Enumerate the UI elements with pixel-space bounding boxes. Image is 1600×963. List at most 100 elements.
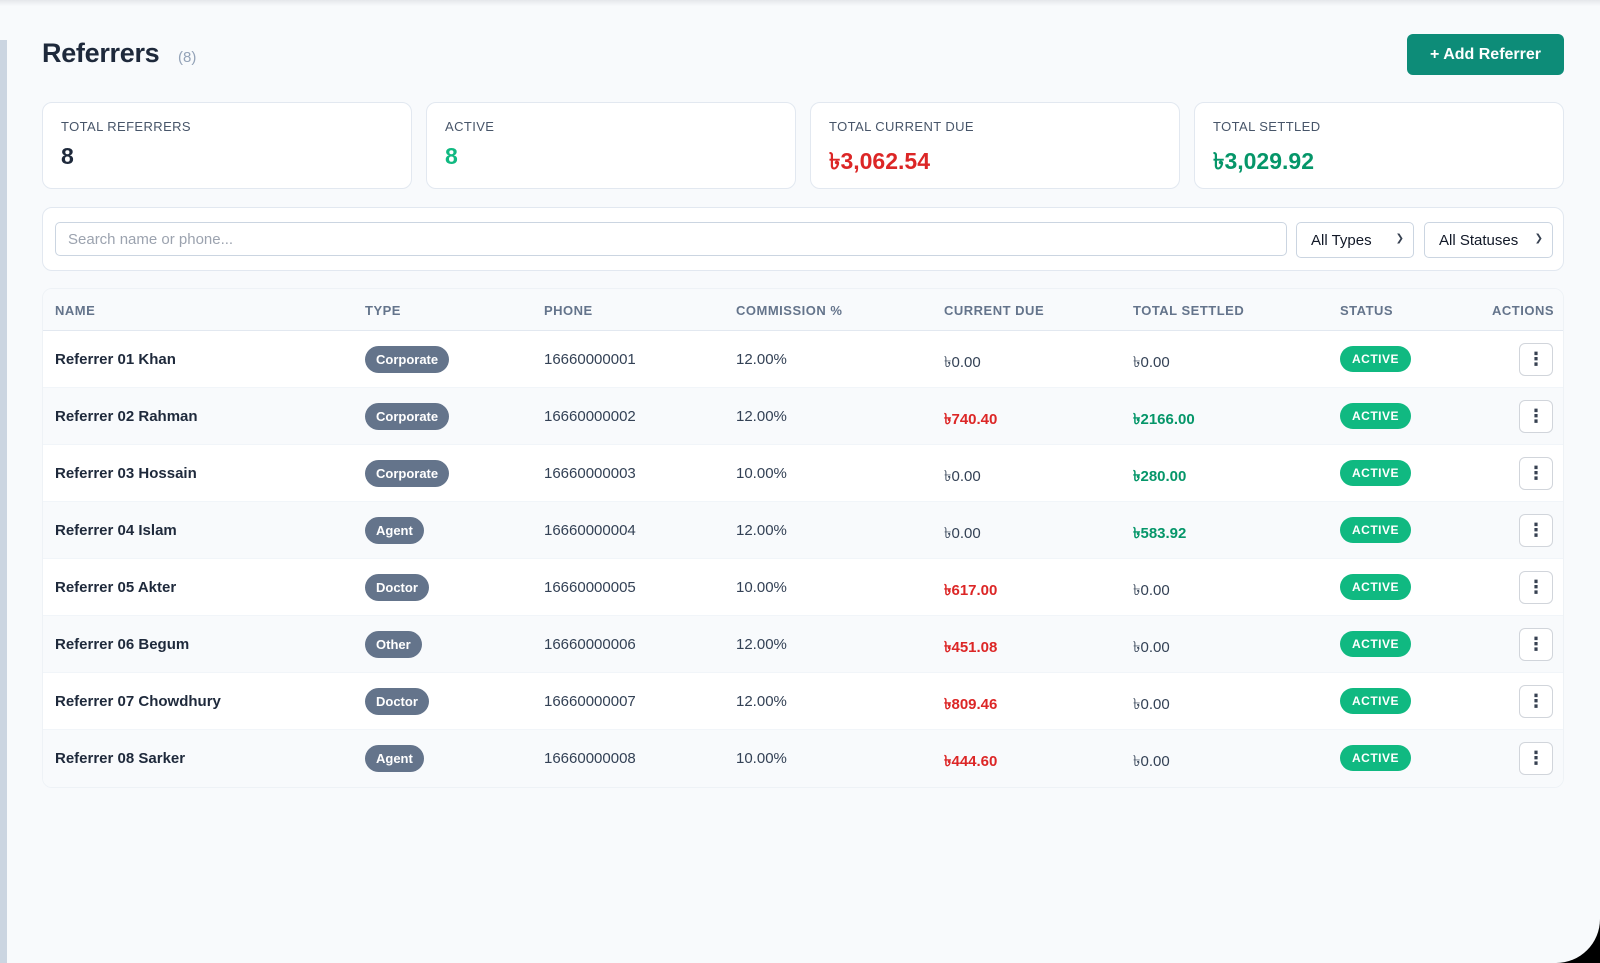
table-header: NAME TYPE PHONE COMMISSION % CURRENT DUE… xyxy=(43,289,1563,331)
stats-row: TOTAL REFERRERS 8 ACTIVE 8 TOTAL CURRENT… xyxy=(42,102,1564,189)
row-actions-button[interactable]: ⋮ xyxy=(1519,571,1553,604)
table-row[interactable]: Referrer 03 Hossain Corporate 16660000003 1… xyxy=(43,445,1563,502)
row-actions-button[interactable]: ⋮ xyxy=(1519,343,1553,376)
referrer-name[interactable]: Referrer 03 Hossain xyxy=(55,465,197,482)
total-settled-value: ৳583.92 xyxy=(1133,525,1187,542)
current-due-value: ৳0.00 xyxy=(944,468,981,485)
column-header-commission[interactable]: COMMISSION % xyxy=(736,303,843,318)
referrer-name[interactable]: Referrer 05 Akter xyxy=(55,579,177,596)
referrers-table: NAME TYPE PHONE COMMISSION % CURRENT DUE… xyxy=(42,288,1564,788)
current-due-value: ৳809.46 xyxy=(944,696,998,713)
filter-bar: All Types ❯ All Statuses ❯ xyxy=(42,207,1564,271)
current-due-value: ৳0.00 xyxy=(944,525,981,542)
stat-value: ৳3,062.54 xyxy=(829,148,930,174)
current-due-value: ৳617.00 xyxy=(944,582,998,599)
commission-value: 10.00% xyxy=(736,750,787,767)
type-badge: Corporate xyxy=(365,403,450,430)
referrer-name[interactable]: Referrer 08 Sarker xyxy=(55,750,186,767)
more-vertical-icon: ⋮ xyxy=(1527,406,1545,426)
stat-active: ACTIVE 8 xyxy=(426,102,796,189)
table-body: Referrer 01 Khan Corporate 16660000001 12.0… xyxy=(43,331,1563,787)
row-actions-button[interactable]: ⋮ xyxy=(1519,685,1553,718)
row-actions-button[interactable]: ⋮ xyxy=(1519,400,1553,433)
status-badge: ACTIVE xyxy=(1340,574,1412,600)
commission-value: 12.00% xyxy=(736,636,787,653)
type-badge: Agent xyxy=(365,745,424,772)
stat-total-settled: TOTAL SETTLED ৳3,029.92 xyxy=(1194,102,1564,189)
phone-number: 16660000003 xyxy=(544,465,636,482)
status-badge: ACTIVE xyxy=(1340,403,1412,429)
commission-value: 12.00% xyxy=(736,351,787,368)
commission-value: 12.00% xyxy=(736,408,787,425)
column-header-current-due[interactable]: CURRENT DUE xyxy=(944,303,1045,318)
type-badge: Other xyxy=(365,631,422,658)
table-row[interactable]: Referrer 01 Khan Corporate 16660000001 12.0… xyxy=(43,331,1563,388)
phone-number: 16660000007 xyxy=(544,693,636,710)
stat-label: TOTAL SETTLED xyxy=(1213,119,1321,134)
chevron-down-icon: ❯ xyxy=(1534,233,1543,244)
main-content: Referrers (8) + Add Referrer TOTAL REFER… xyxy=(42,0,1564,788)
top-shadow xyxy=(0,0,1600,6)
stat-value: 8 xyxy=(445,143,458,169)
commission-value: 10.00% xyxy=(736,465,787,482)
status-badge: ACTIVE xyxy=(1340,688,1412,714)
referrer-count: (8) xyxy=(178,49,197,66)
stat-total-referrers: TOTAL REFERRERS 8 xyxy=(42,102,412,189)
chevron-down-icon: ❯ xyxy=(1395,233,1404,244)
status-badge: ACTIVE xyxy=(1340,631,1412,657)
more-vertical-icon: ⋮ xyxy=(1527,463,1545,483)
type-badge: Doctor xyxy=(365,688,429,715)
row-actions-button[interactable]: ⋮ xyxy=(1519,457,1553,490)
commission-value: 12.00% xyxy=(736,522,787,539)
table-row[interactable]: Referrer 05 Akter Doctor 16660000005 10.00%… xyxy=(43,559,1563,616)
total-settled-value: ৳0.00 xyxy=(1133,696,1170,713)
type-badge: Corporate xyxy=(365,346,450,373)
status-badge: ACTIVE xyxy=(1340,346,1412,372)
table-row[interactable]: Referrer 08 Sarker Agent 16660000008 10.00%… xyxy=(43,730,1563,787)
stat-label: ACTIVE xyxy=(445,119,495,134)
total-settled-value: ৳280.00 xyxy=(1133,468,1187,485)
more-vertical-icon: ⋮ xyxy=(1527,520,1545,540)
referrer-name[interactable]: Referrer 04 Islam xyxy=(55,522,177,539)
phone-number: 16660000008 xyxy=(544,750,636,767)
total-settled-value: ৳0.00 xyxy=(1133,639,1170,656)
status-filter-select[interactable]: All Statuses ❯ xyxy=(1424,222,1553,258)
search-input[interactable] xyxy=(55,222,1287,256)
total-settled-value: ৳0.00 xyxy=(1133,753,1170,770)
more-vertical-icon: ⋮ xyxy=(1527,691,1545,711)
add-referrer-button[interactable]: + Add Referrer xyxy=(1407,34,1564,75)
stat-total-current-due: TOTAL CURRENT DUE ৳3,062.54 xyxy=(810,102,1180,189)
phone-number: 16660000001 xyxy=(544,351,636,368)
referrer-name[interactable]: Referrer 06 Begum xyxy=(55,636,190,653)
status-badge: ACTIVE xyxy=(1340,517,1412,543)
column-header-type[interactable]: TYPE xyxy=(365,303,401,318)
more-vertical-icon: ⋮ xyxy=(1527,634,1545,654)
current-due-value: ৳0.00 xyxy=(944,354,981,371)
left-scrollbar[interactable] xyxy=(0,40,7,963)
total-settled-value: ৳0.00 xyxy=(1133,354,1170,371)
table-row[interactable]: Referrer 07 Chowdhury Doctor 16660000007 12… xyxy=(43,673,1563,730)
type-badge: Agent xyxy=(365,517,424,544)
column-header-phone[interactable]: PHONE xyxy=(544,303,593,318)
total-settled-value: ৳2166.00 xyxy=(1133,411,1195,428)
table-row[interactable]: Referrer 02 Rahman Corporate 16660000002 12… xyxy=(43,388,1563,445)
table-row[interactable]: Referrer 04 Islam Agent 16660000004 12.00% ৳… xyxy=(43,502,1563,559)
page-header: Referrers (8) + Add Referrer xyxy=(42,0,1564,100)
row-actions-button[interactable]: ⋮ xyxy=(1519,514,1553,547)
type-filter-value: All Types xyxy=(1311,231,1372,249)
referrer-name[interactable]: Referrer 02 Rahman xyxy=(55,408,198,425)
current-due-value: ৳740.40 xyxy=(944,411,998,428)
type-filter-select[interactable]: All Types ❯ xyxy=(1296,222,1414,258)
type-badge: Doctor xyxy=(365,574,429,601)
page-title: Referrers xyxy=(42,38,160,68)
stat-value: 8 xyxy=(61,143,74,169)
column-header-status[interactable]: STATUS xyxy=(1340,303,1394,318)
referrer-name[interactable]: Referrer 01 Khan xyxy=(55,351,176,368)
row-actions-button[interactable]: ⋮ xyxy=(1519,628,1553,661)
column-header-total-settled[interactable]: TOTAL SETTLED xyxy=(1133,303,1245,318)
table-row[interactable]: Referrer 06 Begum Other 16660000006 12.00% ৳… xyxy=(43,616,1563,673)
referrer-name[interactable]: Referrer 07 Chowdhury xyxy=(55,693,221,710)
row-actions-button[interactable]: ⋮ xyxy=(1519,742,1553,775)
column-header-name[interactable]: NAME xyxy=(55,303,96,318)
